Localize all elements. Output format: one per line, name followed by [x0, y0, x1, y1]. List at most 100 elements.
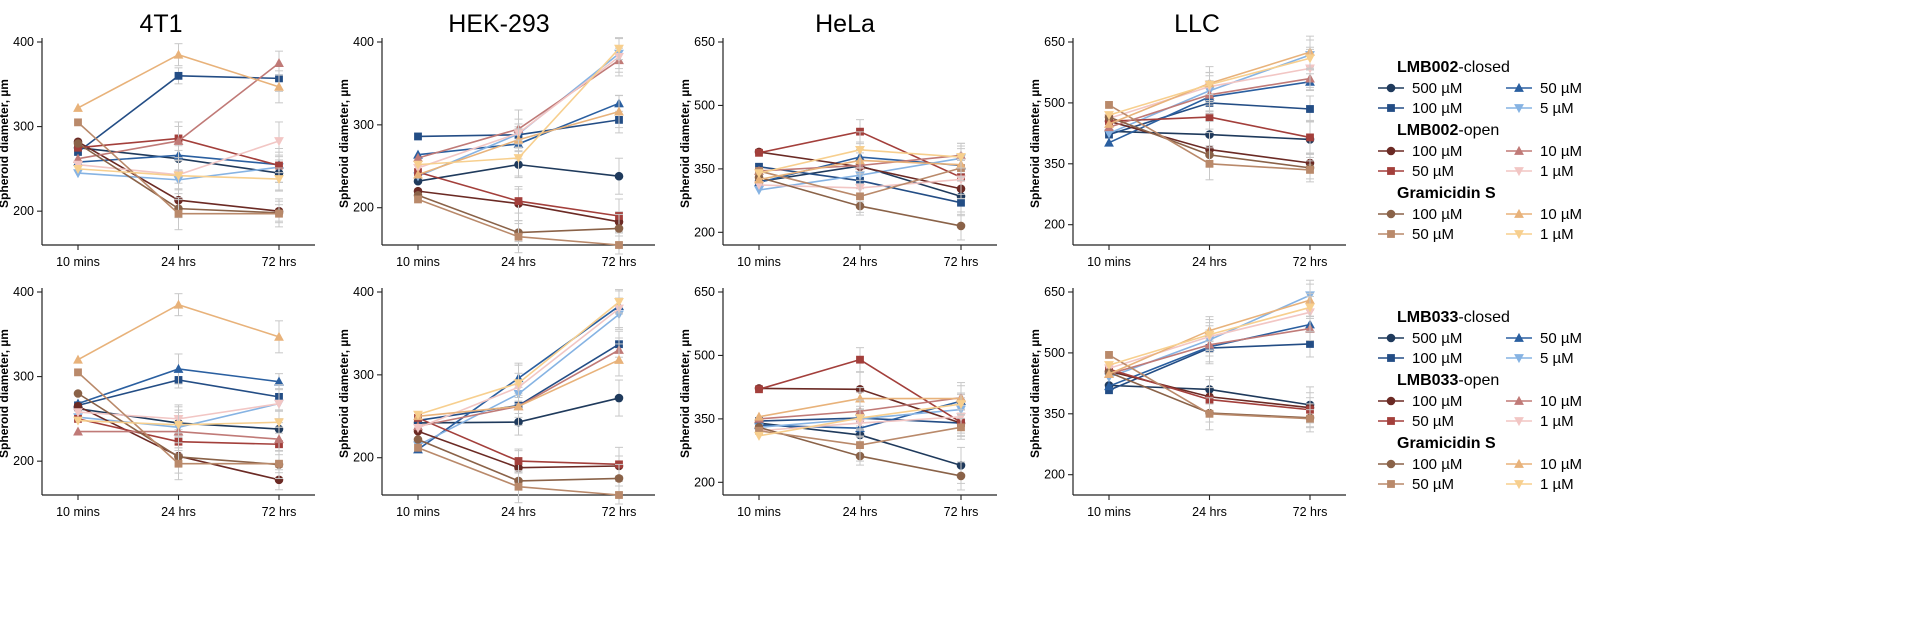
column-title-hela: HeLa — [815, 10, 875, 38]
legend-item-gramicidin-s-50-um: 50 µM — [1378, 476, 1454, 493]
data-point — [275, 209, 283, 218]
series-gramicidin-s-50-um — [414, 443, 623, 505]
legend-marker — [1386, 83, 1396, 93]
y-tick-label: 650 — [1044, 35, 1065, 49]
data-point — [614, 393, 624, 403]
data-point — [174, 209, 183, 218]
legend-marker — [1514, 395, 1524, 405]
series-gramicidin-s-50-um — [74, 118, 283, 231]
data-point — [856, 355, 864, 364]
data-point — [754, 431, 764, 441]
x-tick-label: 24 hrs — [843, 505, 878, 519]
y-tick-label: 200 — [1044, 468, 1065, 482]
data-point — [173, 49, 184, 59]
x-tick-label: 72 hrs — [262, 255, 297, 269]
data-point — [956, 153, 966, 163]
y-axis-label: Spheroid diameter, µm — [0, 329, 11, 458]
data-point — [413, 152, 423, 162]
x-tick-label: 24 hrs — [1192, 255, 1227, 269]
x-tick-label: 24 hrs — [501, 505, 536, 519]
legend-item-label: 1 µM — [1540, 413, 1574, 430]
legend-item-gramicidin-s-1-um: 1 µM — [1506, 476, 1574, 493]
y-tick-label: 200 — [353, 451, 374, 465]
data-point — [1305, 303, 1315, 313]
legend-marker — [1514, 480, 1524, 490]
x-tick-label: 10 mins — [396, 505, 440, 519]
data-point — [274, 58, 284, 68]
legend-item-label: 50 µM — [1412, 413, 1454, 430]
data-point — [1105, 101, 1113, 109]
legend-marker — [1387, 104, 1395, 112]
series-gramicidin-s-1-um — [73, 157, 284, 195]
data-point — [1105, 351, 1113, 359]
y-tick-label: 500 — [1044, 346, 1065, 360]
legend-item-label: 50 µM — [1540, 330, 1582, 347]
y-tick-label: 300 — [13, 370, 34, 384]
x-tick-label: 24 hrs — [1192, 505, 1227, 519]
legend-marker — [1514, 145, 1524, 155]
legend-marker — [1514, 332, 1524, 342]
legend-item-lmb002-open-1-um: 1 µM — [1506, 163, 1574, 180]
legend-item-lmb002-open-10-um: 10 µM — [1506, 143, 1582, 160]
y-axis-label: Spheroid diameter, µm — [678, 79, 692, 208]
legend-item-label: 500 µM — [1412, 330, 1462, 347]
legend-marker — [1387, 167, 1395, 175]
x-tick-label: 72 hrs — [1293, 505, 1328, 519]
x-tick-label: 72 hrs — [262, 505, 297, 519]
legend-item-lmb033-open-100-um: 100 µM — [1378, 393, 1462, 410]
data-point — [1204, 330, 1215, 340]
column-title-hek293: HEK-293 — [448, 10, 549, 38]
data-point — [413, 160, 423, 170]
legend-item-lmb002-closed-500-um: 500 µM — [1378, 80, 1462, 97]
chart-panel-2: 200 300 400 10 mins 24 hrs 72 hrs Spheroid dia… — [337, 35, 655, 269]
legend-marker — [1387, 354, 1395, 362]
legend-group-title: LMB002-closed — [1397, 59, 1510, 76]
legend-item-label: 5 µM — [1540, 100, 1574, 117]
data-point — [754, 169, 764, 179]
legend-item-label: 1 µM — [1540, 226, 1574, 243]
chart-panel-6: 200 300 400 10 mins 24 hrs 72 hrs Spheroid dia… — [337, 285, 655, 519]
y-tick-label: 500 — [694, 348, 715, 362]
legend-group-title-bold: LMB033 — [1397, 309, 1458, 326]
data-point — [514, 482, 523, 491]
y-axis-label: Spheroid diameter, µm — [0, 79, 11, 208]
legend-item-label: 1 µM — [1540, 163, 1574, 180]
data-point — [755, 148, 763, 157]
data-point — [1306, 340, 1314, 348]
y-tick-label: 350 — [1044, 157, 1065, 171]
series-gramicidin-s-1-um — [1104, 295, 1315, 371]
legend-item-label: 500 µM — [1412, 80, 1462, 97]
legend-item-gramicidin-s-50-um: 50 µM — [1378, 226, 1454, 243]
x-tick-label: 10 mins — [737, 255, 781, 269]
y-tick-label: 650 — [694, 35, 715, 49]
data-point — [174, 71, 183, 80]
legend-item-lmb033-closed-100-um: 100 µM — [1378, 350, 1462, 367]
x-tick-label: 10 mins — [396, 255, 440, 269]
chart-panel-4: 200 350 500 650 10 mins 24 hrs 72 hrs Spheroid … — [1028, 35, 1346, 269]
y-axis-label: Spheroid diameter, µm — [337, 79, 351, 208]
data-point — [754, 186, 764, 196]
data-point — [514, 232, 523, 241]
legend-group-title: LMB033-open — [1397, 372, 1499, 389]
x-tick-label: 72 hrs — [602, 255, 637, 269]
legend-group-title: Gramicidin S — [1397, 435, 1496, 452]
legend-item-label: 100 µM — [1412, 393, 1462, 410]
legend-item-label: 10 µM — [1540, 143, 1582, 160]
y-tick-label: 650 — [1044, 285, 1065, 299]
legend-item-lmb033-closed-5-um: 5 µM — [1506, 350, 1574, 367]
data-point — [73, 164, 83, 174]
legend-group-title-suffix: -closed — [1458, 59, 1510, 76]
legend-marker — [1387, 480, 1395, 488]
legend-item-label: 100 µM — [1412, 456, 1462, 473]
legend-item-label: 100 µM — [1412, 206, 1462, 223]
x-tick-label: 10 mins — [1087, 505, 1131, 519]
data-point — [1305, 54, 1315, 64]
data-point — [274, 399, 284, 409]
data-point — [614, 298, 624, 308]
legend-marker — [1514, 82, 1524, 92]
data-point — [274, 175, 284, 185]
chart-panels: 200 300 400 10 mins 24 hrs 72 hrs Spheroid dia… — [0, 35, 1346, 519]
data-point — [1306, 414, 1314, 423]
column-title-llc: LLC — [1174, 10, 1220, 38]
